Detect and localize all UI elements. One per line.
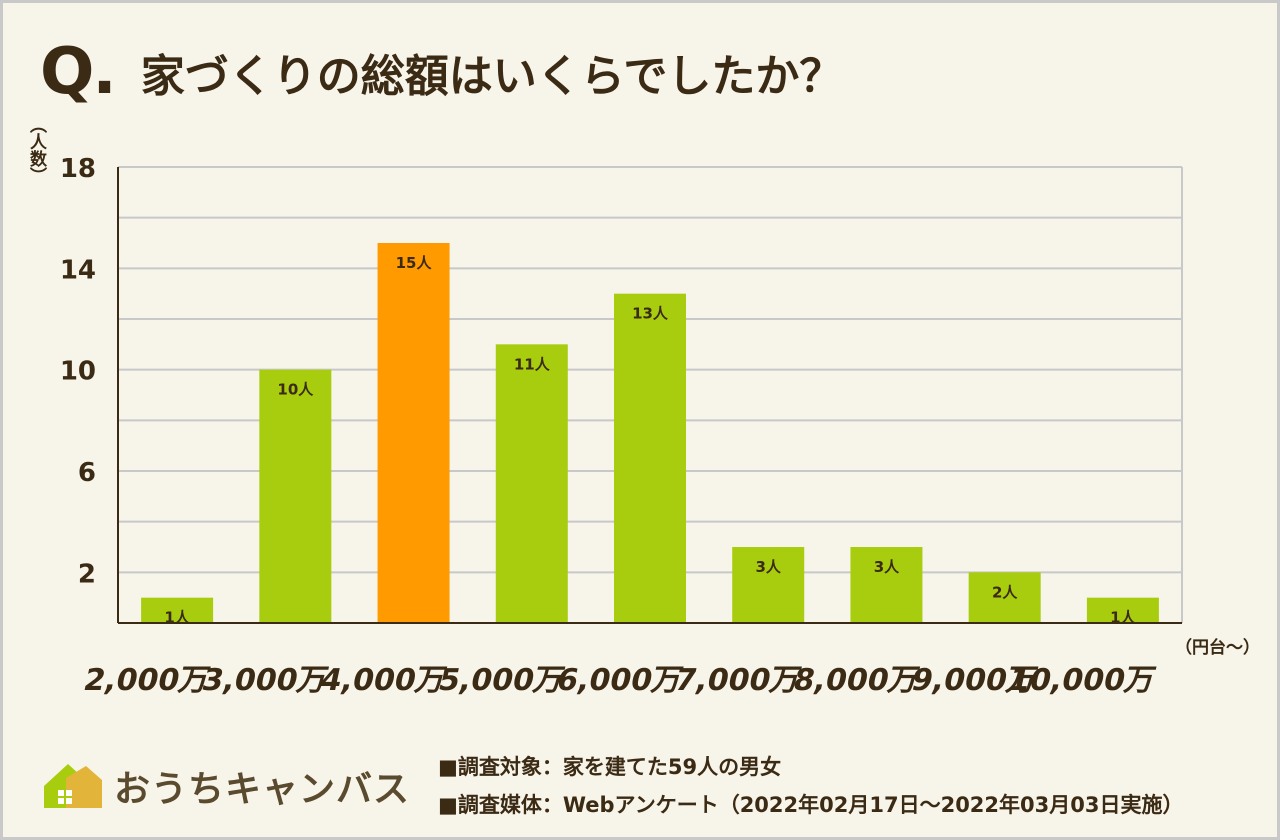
axes bbox=[117, 167, 1182, 624]
bar bbox=[495, 344, 568, 623]
y-tick-label: 2 bbox=[78, 559, 96, 589]
data-label: 15人 bbox=[396, 254, 433, 272]
x-axis-label: （円台〜） bbox=[1175, 637, 1260, 658]
y-axis-label: （人数） bbox=[26, 116, 47, 184]
y-tick-label: 14 bbox=[60, 255, 96, 285]
brand-logo: おうちキャンバス bbox=[40, 760, 410, 812]
data-label: 13人 bbox=[632, 305, 669, 323]
question-text: 家づくりの総額はいくらでしたか？ bbox=[140, 51, 844, 102]
bar bbox=[614, 293, 686, 623]
y-tick-label: 6 bbox=[78, 458, 96, 488]
bar bbox=[968, 572, 1041, 623]
data-label: 11人 bbox=[514, 355, 551, 373]
bar bbox=[377, 243, 450, 623]
bar bbox=[850, 547, 923, 623]
question-mark-label: Q. bbox=[40, 35, 117, 109]
bar bbox=[1086, 597, 1159, 623]
x-tick-label: 3,000万 bbox=[199, 663, 331, 698]
brand-name: おうちキャンバス bbox=[114, 769, 411, 810]
x-tick-label: 4,000万 bbox=[317, 663, 449, 698]
labels: 1人 10人 15人 11人 13人 3人 3人 2人 1人 2 6 10 14 18 （人数） （円台〜） 2… bbox=[26, 116, 1260, 698]
data-label: 3人 bbox=[756, 558, 782, 576]
survey-target-note: ■調査対象：家を建てた59人の男女 bbox=[438, 755, 782, 779]
x-tick-label: 7,000万 bbox=[672, 663, 804, 698]
survey-media-note: ■調査媒体：Webアンケート（2022年02月17日〜2022年03月03日実施… bbox=[438, 793, 1184, 817]
x-tick-label: 9,000万 bbox=[908, 663, 1040, 698]
page-title: Q. 家づくりの総額はいくらでしたか？ bbox=[40, 32, 843, 112]
x-tick-label: 8,000万 bbox=[790, 663, 922, 698]
data-label: 1人 bbox=[164, 609, 190, 627]
house-logo-icon bbox=[44, 764, 102, 808]
bar bbox=[259, 369, 332, 623]
bar-chart: 1人 10人 15人 11人 13人 3人 3人 2人 1人 2 6 10 14 18 （人数） （円台〜） 2… bbox=[26, 116, 1260, 698]
x-tick-label: 5,000万 bbox=[435, 663, 567, 698]
data-label: 3人 bbox=[874, 558, 900, 576]
bar bbox=[732, 547, 805, 623]
x-tick-label: 10,000万 bbox=[1006, 663, 1159, 698]
y-tick-label: 10 bbox=[60, 357, 96, 387]
survey-notes: ■調査対象：家を建てた59人の男女 ■調査媒体：Webアンケート（2022年02… bbox=[438, 748, 1183, 824]
x-tick-label: 6,000万 bbox=[553, 663, 685, 698]
y-tick-label: 18 bbox=[60, 154, 96, 184]
x-tick-label: 2,000万 bbox=[81, 663, 213, 698]
data-label: 2人 bbox=[992, 583, 1018, 601]
bars bbox=[141, 243, 1159, 623]
data-label: 1人 bbox=[1110, 609, 1136, 627]
data-label: 10人 bbox=[277, 381, 314, 399]
bar bbox=[141, 597, 214, 623]
